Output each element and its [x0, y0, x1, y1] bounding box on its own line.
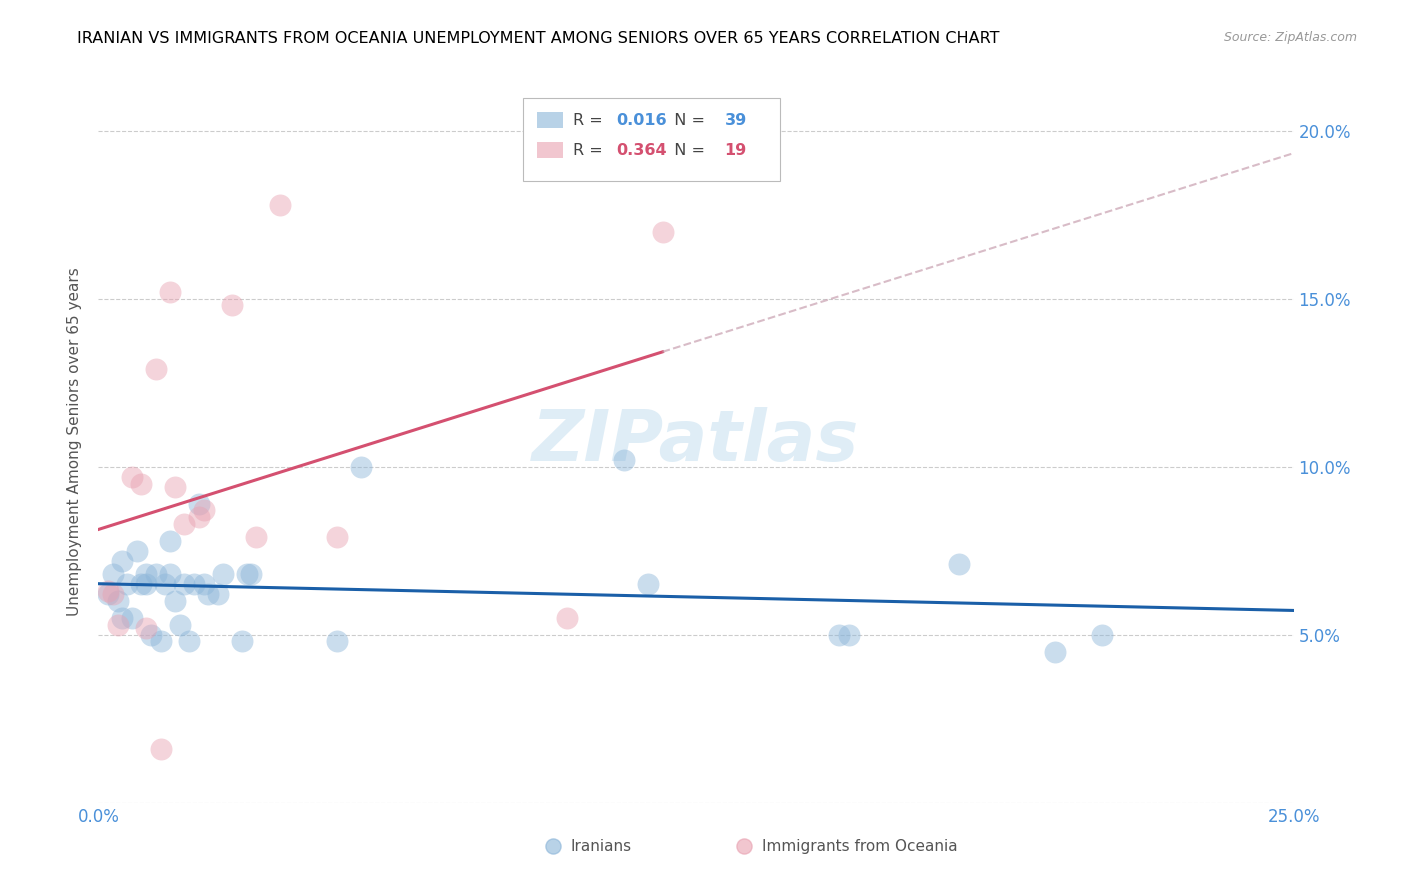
Point [350, 459, 373, 474]
Point [135, 567, 157, 582]
Point [173, 577, 195, 591]
Point [163, 594, 186, 608]
Bar [537, 143, 564, 158]
Point [155, 577, 177, 591]
Text: 0.016: 0.016 [616, 112, 666, 128]
Point [101, 587, 124, 601]
Point [159, 285, 181, 299]
Point [131, 476, 153, 491]
Text: Immigrants from Oceania: Immigrants from Oceania [762, 838, 957, 854]
Point [159, 533, 181, 548]
Point [651, 225, 673, 239]
Point [115, 577, 138, 591]
Point [828, 628, 851, 642]
Point [111, 611, 134, 625]
Point [326, 530, 349, 544]
Point [211, 567, 233, 582]
Text: N =: N = [664, 112, 710, 128]
Point [97, 587, 120, 601]
Point [193, 577, 215, 591]
Point [101, 567, 124, 582]
Point [838, 628, 860, 642]
FancyBboxPatch shape [523, 98, 779, 181]
Y-axis label: Unemployment Among Seniors over 65 years: Unemployment Among Seniors over 65 years [67, 268, 83, 615]
Text: 19: 19 [724, 143, 747, 158]
Point [107, 617, 129, 632]
Point [173, 516, 195, 531]
Point [555, 611, 578, 625]
Text: Iranians: Iranians [571, 838, 631, 854]
Point [187, 510, 209, 524]
Text: 0.364: 0.364 [616, 143, 666, 158]
Point [221, 298, 243, 312]
Point [207, 587, 229, 601]
Point [135, 577, 157, 591]
Point [145, 362, 167, 376]
Point [231, 634, 253, 648]
Point [121, 470, 143, 484]
Point [235, 567, 257, 582]
Point [245, 530, 267, 544]
Point [149, 634, 172, 648]
Point [637, 577, 659, 591]
Text: R =: R = [572, 112, 607, 128]
Point [159, 567, 181, 582]
Bar [537, 112, 564, 128]
Point [125, 543, 148, 558]
Point [121, 611, 143, 625]
Point [326, 634, 349, 648]
Point [169, 617, 191, 632]
Text: N =: N = [664, 143, 710, 158]
Point [149, 742, 172, 756]
Point [948, 558, 970, 572]
Text: 39: 39 [724, 112, 747, 128]
Point [183, 577, 205, 591]
Point [187, 497, 209, 511]
Text: R =: R = [572, 143, 607, 158]
Point [163, 480, 186, 494]
Point [135, 621, 157, 635]
Point [139, 628, 162, 642]
Text: ZIPatlas: ZIPatlas [533, 407, 859, 476]
Point [1091, 628, 1114, 642]
Point [179, 634, 201, 648]
Point [613, 453, 636, 467]
Point [97, 584, 120, 599]
Point [145, 567, 167, 582]
Point [240, 567, 263, 582]
Point [111, 554, 134, 568]
Point [193, 503, 215, 517]
Text: IRANIAN VS IMMIGRANTS FROM OCEANIA UNEMPLOYMENT AMONG SENIORS OVER 65 YEARS CORR: IRANIAN VS IMMIGRANTS FROM OCEANIA UNEMP… [77, 31, 1000, 46]
Text: Source: ZipAtlas.com: Source: ZipAtlas.com [1223, 31, 1357, 45]
Point [197, 587, 219, 601]
Point [131, 577, 153, 591]
Point [269, 197, 291, 211]
Point [107, 594, 129, 608]
Point [1043, 644, 1066, 658]
